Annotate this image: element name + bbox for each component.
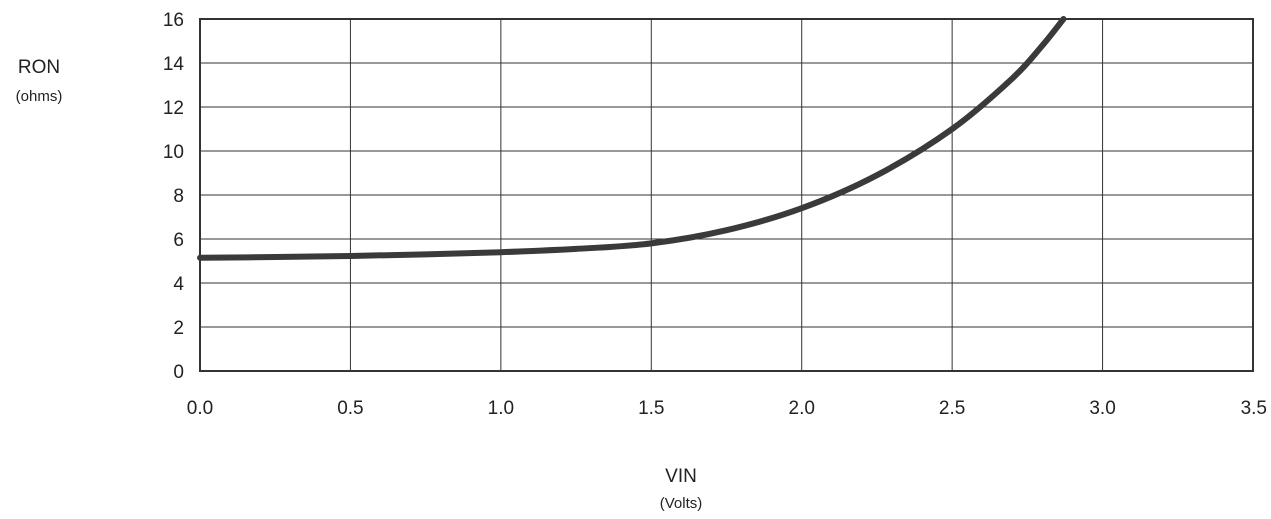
y-tick-labels: 0 2 4 6 8 10 12 14 16 bbox=[163, 10, 185, 383]
x-axis-unit: (Volts) bbox=[660, 495, 703, 512]
x-tick-label: 3.5 bbox=[1241, 398, 1267, 419]
x-tick-label: 2.5 bbox=[939, 398, 965, 419]
x-tick-label: 0.5 bbox=[337, 398, 363, 419]
y-tick-label: 2 bbox=[173, 318, 184, 339]
x-tick-label: 0.0 bbox=[187, 398, 213, 419]
y-axis-unit: (ohms) bbox=[16, 88, 63, 105]
x-tick-label: 1.0 bbox=[488, 398, 514, 419]
x-axis-label: VIN bbox=[665, 466, 697, 487]
plot-frame bbox=[199, 18, 1254, 372]
y-axis-label: RON bbox=[18, 57, 60, 78]
x-tick-label: 3.0 bbox=[1089, 398, 1115, 419]
y-tick-label: 0 bbox=[173, 362, 184, 383]
x-tick-labels: 0.0 0.5 1.0 1.5 2.0 2.5 3.0 3.5 bbox=[187, 398, 1267, 419]
x-tick-label: 1.5 bbox=[638, 398, 664, 419]
y-tick-label: 16 bbox=[163, 10, 184, 31]
y-tick-label: 14 bbox=[163, 54, 185, 75]
series-layer bbox=[197, 16, 1067, 261]
x-tick-label: 2.0 bbox=[789, 398, 815, 419]
y-tick-label: 6 bbox=[173, 230, 184, 251]
y-tick-label: 12 bbox=[163, 98, 184, 119]
grid bbox=[199, 18, 1254, 372]
y-tick-label: 8 bbox=[173, 186, 184, 207]
y-tick-label: 4 bbox=[173, 274, 184, 295]
ron-curve bbox=[197, 16, 1067, 261]
y-tick-label: 10 bbox=[163, 142, 184, 163]
